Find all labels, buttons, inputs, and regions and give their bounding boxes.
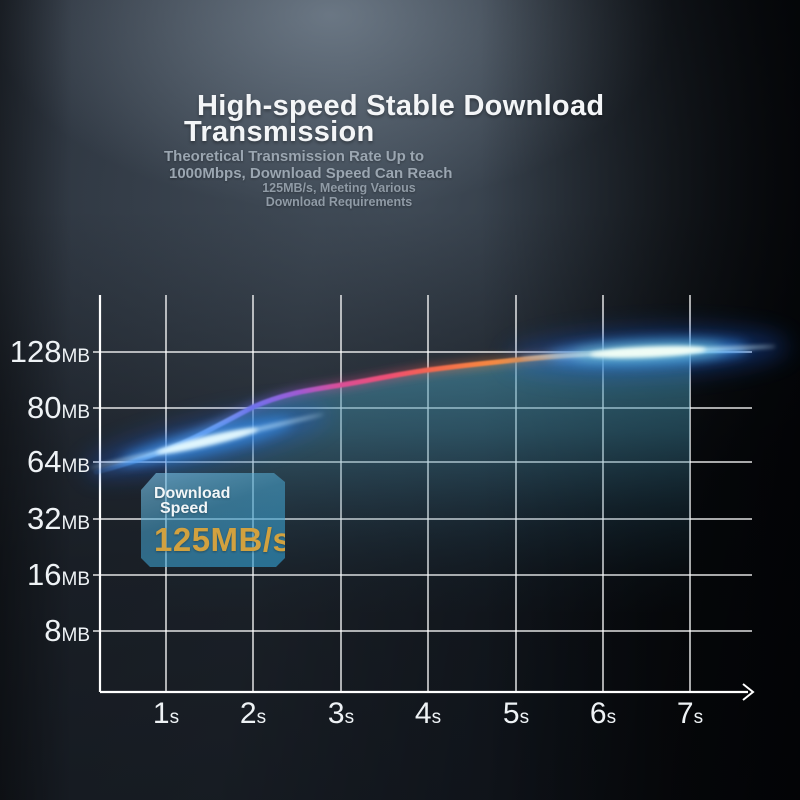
x-tick-3s: 3s xyxy=(327,697,355,730)
y-tick-32mb: 32MB xyxy=(27,501,90,536)
y-tick-64mb: 64MB xyxy=(27,444,90,479)
subtitle: Theoretical Transmission Rate Up to 1000… xyxy=(164,148,453,182)
x-tick-6s: 6s xyxy=(589,697,617,730)
y-tick-16mb: 16MB xyxy=(27,557,90,592)
subtitle-line-1: Theoretical Transmission Rate Up to xyxy=(164,148,425,165)
badge-label-line-2: Speed xyxy=(160,499,209,517)
download-speed-badge: Download Speed 125MB/s xyxy=(141,473,285,567)
subnote-line-2: Download Requirements xyxy=(265,194,413,209)
badge-value: 125MB/s xyxy=(154,521,292,558)
y-tick-128mb: 128MB xyxy=(9,334,90,369)
subtitle-line-2: 1000Mbps, Download Speed Can Reach xyxy=(169,164,453,182)
y-tick-80mb: 80MB xyxy=(27,390,90,425)
subnote-line-1: 125MB/s, Meeting Various xyxy=(262,181,416,195)
subnote: 125MB/s, Meeting Various Download Requir… xyxy=(189,181,489,209)
page-title: High-speed Stable Download Transmission xyxy=(184,90,605,149)
x-tick-7s: 7s xyxy=(676,697,704,730)
x-tick-5s: 5s xyxy=(502,697,530,730)
title-line-1: High-speed Stable Download xyxy=(197,90,605,123)
x-tick-2s: 2s xyxy=(239,697,267,730)
x-tick-4s: 4s xyxy=(414,697,442,730)
badge-label-line-1: Download xyxy=(154,485,231,502)
y-tick-8mb: 8MB xyxy=(44,613,90,648)
flare-right-icon xyxy=(508,328,788,376)
flare-left-icon xyxy=(85,406,329,476)
x-axis-arrow-icon xyxy=(742,683,755,701)
title-line-2: Transmission xyxy=(184,116,375,149)
x-tick-1s: 1s xyxy=(152,697,180,730)
